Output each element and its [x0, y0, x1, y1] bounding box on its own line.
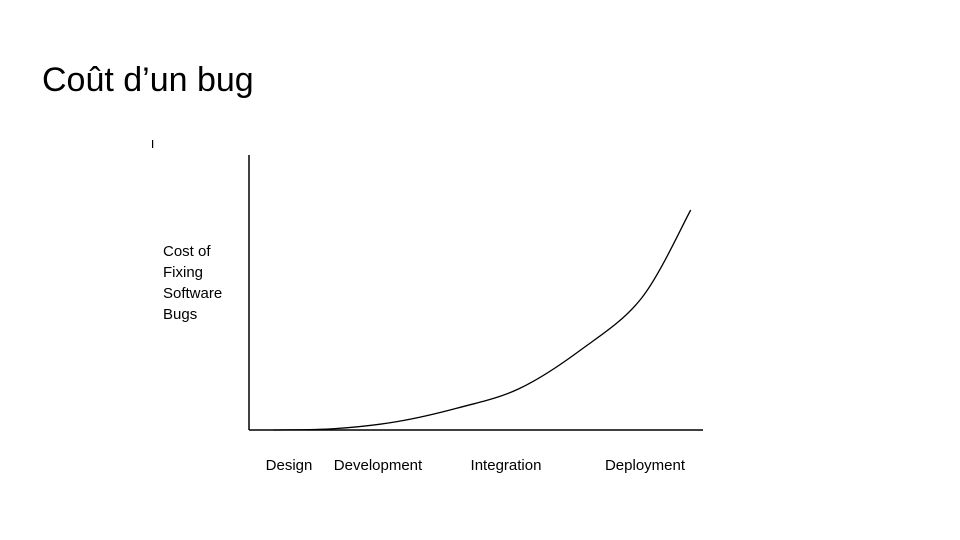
y-axis-label: Cost of Fixing Software Bugs — [163, 243, 222, 323]
x-tick-labels: Design Development Integration Deploymen… — [266, 457, 686, 474]
y-axis-label-line: Cost of — [163, 243, 211, 260]
x-tick-label: Integration — [471, 457, 542, 474]
y-axis-label-line: Bugs — [163, 306, 197, 323]
cost-curve — [273, 209, 692, 431]
x-tick-label: Deployment — [605, 457, 686, 474]
y-axis-label-line: Fixing — [163, 264, 203, 281]
x-tick-label: Design — [266, 457, 313, 474]
slide-title: Coût d’un bug — [42, 61, 254, 99]
x-tick-label: Development — [334, 457, 423, 474]
stray-mark — [152, 140, 154, 148]
y-axis-label-line: Software — [163, 285, 222, 302]
